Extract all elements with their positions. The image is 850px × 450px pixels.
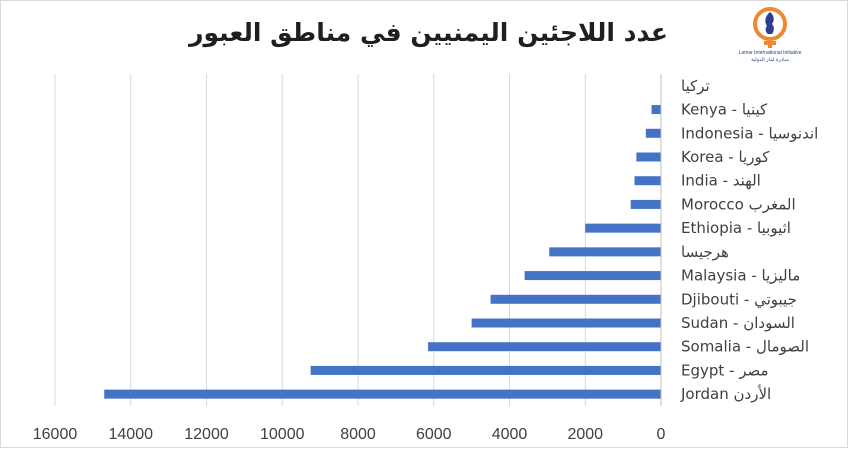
x-tick-label: 0 [657,426,666,443]
category-label: Malaysia - ماليزيا [681,267,800,285]
category-label: Jordan الأردن [680,384,771,403]
x-tick-label: 6000 [416,426,452,443]
bar [524,271,661,281]
category-label: Korea - كوريا [681,148,770,166]
bar [630,199,661,209]
bar [645,128,661,138]
x-tick-label: 2000 [567,426,603,443]
bar [471,318,661,328]
logo-icon [753,7,787,48]
bar [428,342,661,352]
category-label: Kenya - كينيا [681,101,768,119]
bar [634,176,661,186]
category-label: Morocco المغرب [681,195,796,213]
x-tick-label: 8000 [340,426,376,443]
x-tick-label: 4000 [492,426,528,443]
category-label: هرجيسا [681,243,729,261]
x-tick-label: 10000 [260,426,305,443]
logo-text-english: Lamar International Initiative [738,50,802,56]
logo-text-arabic: مبادرة لمار الدولية [751,57,789,63]
chart-title: عدد اللاجئين اليمنيين في مناطق العبور [189,18,668,47]
logo: Lamar International Initiative مبادرة لم… [725,4,815,64]
category-labels: تركيا Kenya - كينيا Indonesia - اندنوسيا Ko… [680,77,818,403]
x-tick-label: 14000 [109,426,154,443]
bar [549,247,661,257]
bar [490,294,661,304]
category-label: Egypt - مصر [681,361,769,379]
category-label: تركيا [681,77,710,95]
bars [104,81,662,399]
category-label: Djibouti - جيبوتي [681,290,797,309]
bar [651,105,661,115]
bar [585,223,661,233]
bar [310,365,661,375]
category-label: Somalia - الصومال [681,338,809,356]
gridlines [54,74,586,406]
bar [636,152,661,162]
x-tick-label: 12000 [184,426,229,443]
bar [104,389,662,399]
category-label: Ethiopia - اثيوبيا [681,219,791,237]
category-label: India - الهند [681,172,761,190]
x-tick-labels: 0 2000 4000 6000 8000 10000 12000 14000 16000 [33,426,666,443]
x-tick-label: 16000 [33,426,78,443]
category-label: Sudan - السودان [681,314,795,332]
category-label: Indonesia - اندنوسيا [681,124,818,142]
